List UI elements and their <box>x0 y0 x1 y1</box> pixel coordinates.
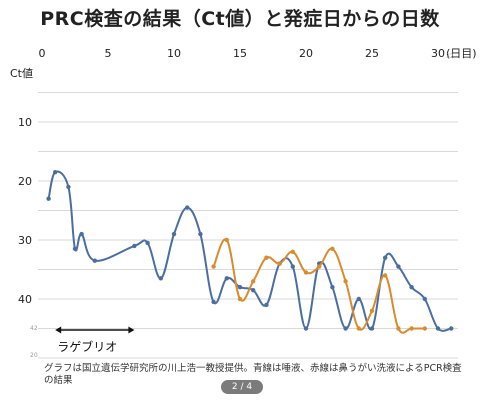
blue-series-point <box>396 264 401 269</box>
annotation-label: ラゲブリオ <box>57 339 117 354</box>
blue-series-point <box>79 231 84 237</box>
series-group <box>46 169 454 334</box>
blue-series-point <box>224 276 229 281</box>
x-tick-label: 10 <box>167 47 181 60</box>
orange-series-point <box>251 279 256 284</box>
gridlines <box>38 92 458 359</box>
blue-series-point <box>198 231 203 237</box>
y-tick-label: 20 <box>18 175 32 188</box>
orange-series-point <box>277 261 282 266</box>
corner-label-bottom: 20 <box>30 352 38 359</box>
blue-series-point <box>46 196 51 201</box>
orange-series-point <box>383 273 388 278</box>
blue-series-point <box>422 296 427 302</box>
blue-series-point <box>409 285 414 290</box>
orange-series-point <box>369 308 375 313</box>
blue-series-point <box>264 302 269 308</box>
blue-series-point <box>303 326 309 331</box>
blue-series-point <box>383 255 388 260</box>
blue-series-point <box>158 276 163 281</box>
orange-series-point <box>330 246 335 252</box>
blue-series-point <box>435 326 441 331</box>
orange-series-point <box>317 264 322 269</box>
blue-series-point <box>369 326 375 331</box>
blue-series-point <box>237 285 243 290</box>
x-axis-unit: (日目) <box>446 47 477 60</box>
y-axis-label: Ct値 <box>10 67 33 80</box>
x-tick-label: 25 <box>365 47 379 60</box>
y-tick-label: 30 <box>18 234 32 247</box>
blue-series-point <box>290 264 295 269</box>
blue-series-point <box>211 299 216 305</box>
orange-series-point <box>290 249 295 254</box>
page-indicator[interactable]: 2 / 4 <box>221 380 263 394</box>
x-tick-label: 30 <box>431 47 445 60</box>
corner-label-top: 32 <box>446 53 454 60</box>
chart-title: PRC検査の結果（Ct値）と発症日からの日数 <box>40 8 440 30</box>
orange-series-point <box>422 326 427 331</box>
blue-series-point <box>449 326 454 331</box>
orange-series-point <box>264 255 269 260</box>
blue-series-point <box>330 285 335 290</box>
orange-series-point <box>396 326 401 331</box>
orange-series-point <box>303 270 309 275</box>
annotation-arrow-right-head <box>128 326 135 334</box>
x-tick-label: 20 <box>299 47 313 60</box>
blue-series-point <box>132 243 137 249</box>
blue-series-point <box>171 231 177 237</box>
orange-series-point <box>409 326 414 331</box>
orange-series-point <box>343 279 348 284</box>
x-tick-label: 15 <box>233 47 247 60</box>
y-tick-label: 10 <box>18 116 32 129</box>
drug-annotation: ラゲブリオ <box>55 326 135 354</box>
blue-series-point <box>343 326 348 331</box>
blue-series-point <box>72 246 78 252</box>
x-tick-labels: 0 5 10 15 20 25 30 <box>39 47 446 60</box>
orange-series-point <box>237 296 243 302</box>
figure-caption: グラフは国立遺伝学研究所の川上浩一教授提供。青線は唾液、赤線は鼻うがい洗液による… <box>44 363 462 386</box>
blue-series-point <box>356 296 361 302</box>
blue-series-point <box>145 240 150 246</box>
blue-series-point <box>185 205 190 210</box>
y-tick-label: 40 <box>18 293 32 306</box>
y-tick-labels: 10 20 30 40 <box>18 116 32 306</box>
blue-series-point <box>251 287 256 293</box>
corner-label-mid: 42 <box>30 325 38 332</box>
blue-series-point <box>92 258 98 263</box>
orange-series-point <box>356 326 361 331</box>
blue-series-point <box>53 169 58 175</box>
x-tick-label: 0 <box>39 47 46 60</box>
blue-series-point <box>66 184 71 190</box>
orange-series-point <box>211 264 216 269</box>
annotation-arrow-left-head <box>55 326 62 334</box>
orange-series-point <box>224 237 229 243</box>
x-tick-label: 5 <box>105 47 112 60</box>
